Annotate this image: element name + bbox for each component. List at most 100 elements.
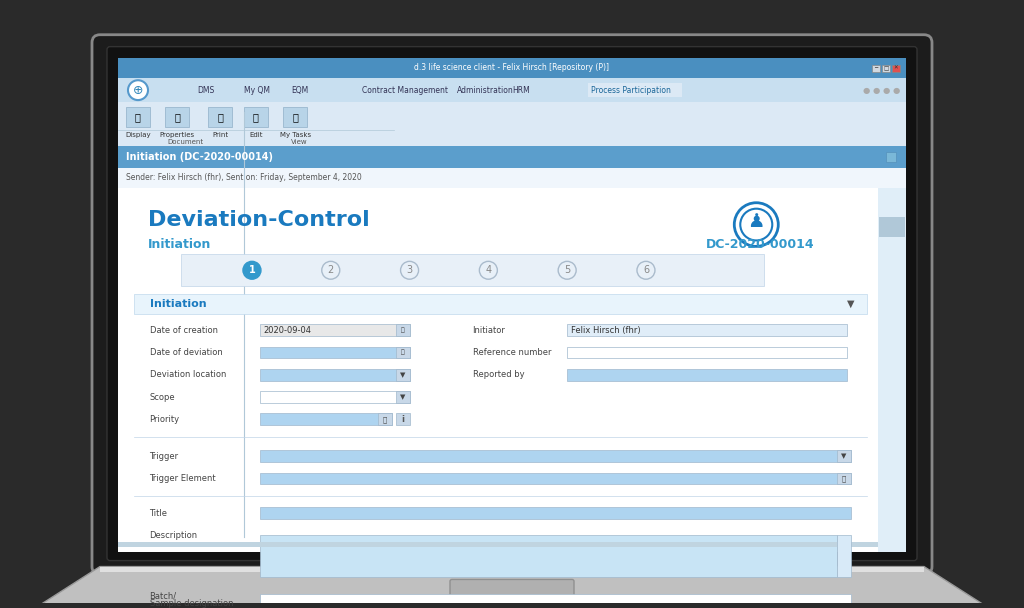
Text: i: i	[401, 415, 404, 424]
Text: □: □	[884, 66, 889, 71]
Text: ⊕: ⊕	[133, 84, 143, 97]
Text: Sample designation: Sample designation	[150, 599, 233, 608]
Text: ✕: ✕	[894, 66, 898, 71]
Bar	[118, 58, 906, 551]
Bar	[284, 107, 307, 126]
Bar	[886, 151, 896, 162]
Text: ♟: ♟	[748, 212, 765, 231]
Bar	[837, 451, 851, 462]
Bar	[880, 217, 905, 237]
Bar	[395, 391, 410, 403]
Text: DMS: DMS	[197, 86, 214, 95]
Bar	[260, 536, 837, 578]
Bar	[395, 413, 410, 425]
Circle shape	[400, 261, 419, 279]
FancyBboxPatch shape	[450, 579, 574, 601]
Text: Deviation-Control: Deviation-Control	[148, 210, 370, 230]
Bar	[181, 254, 764, 286]
Text: Date of creation: Date of creation	[150, 326, 217, 335]
Text: ▼: ▼	[847, 299, 855, 309]
Polygon shape	[100, 567, 924, 572]
Text: Initiation: Initiation	[150, 299, 206, 309]
Bar	[872, 65, 880, 72]
Bar	[567, 347, 847, 359]
Circle shape	[637, 261, 655, 279]
Text: View: View	[291, 139, 307, 145]
Bar	[260, 369, 410, 381]
Text: 4: 4	[485, 265, 492, 275]
Polygon shape	[18, 606, 1006, 608]
Text: Reference number: Reference number	[473, 348, 551, 357]
Text: 6: 6	[643, 265, 649, 275]
Bar	[837, 536, 851, 578]
Text: d.3 life science client - Felix Hirsch [Repository (P)]: d.3 life science client - Felix Hirsch […	[415, 63, 609, 72]
Bar	[260, 593, 851, 606]
Text: Reported by: Reported by	[473, 370, 524, 379]
Bar	[118, 168, 906, 187]
Text: ▼: ▼	[400, 371, 406, 378]
Bar	[118, 102, 906, 145]
Bar	[378, 413, 391, 425]
FancyBboxPatch shape	[92, 35, 932, 575]
Bar	[892, 65, 900, 72]
Circle shape	[479, 261, 498, 279]
Bar	[260, 391, 410, 403]
Text: Initiator: Initiator	[473, 326, 506, 335]
Bar	[260, 451, 851, 462]
Text: 📄: 📄	[217, 112, 223, 122]
Text: Trigger Element: Trigger Element	[150, 474, 216, 483]
Bar	[244, 107, 268, 126]
Text: ─: ─	[874, 66, 878, 71]
Text: Date of deviation: Date of deviation	[150, 348, 222, 357]
Text: Felix Hirsch (fhr): Felix Hirsch (fhr)	[571, 326, 641, 335]
Circle shape	[558, 261, 577, 279]
Bar	[260, 472, 851, 485]
Bar	[118, 187, 883, 551]
Text: ●: ●	[883, 86, 890, 95]
Text: Process Participation: Process Participation	[591, 86, 671, 95]
Bar	[395, 369, 410, 381]
Text: 2: 2	[328, 265, 334, 275]
Bar	[837, 472, 851, 485]
Text: ●: ●	[892, 86, 900, 95]
Text: 📅: 📅	[400, 328, 404, 333]
Text: Initiation (DC-2020-00014): Initiation (DC-2020-00014)	[126, 151, 273, 162]
Bar	[395, 324, 410, 336]
Bar	[567, 324, 847, 336]
Bar	[260, 347, 410, 359]
Bar	[126, 107, 150, 126]
Text: DC-2020-00014: DC-2020-00014	[707, 238, 815, 251]
Bar	[209, 107, 232, 126]
Circle shape	[322, 261, 340, 279]
Text: 5: 5	[564, 265, 570, 275]
Bar	[882, 65, 890, 72]
Text: Display: Display	[125, 131, 151, 137]
Text: ▼: ▼	[841, 454, 847, 459]
Text: Trigger: Trigger	[150, 452, 178, 461]
Text: Document: Document	[167, 139, 203, 145]
Text: EQM: EQM	[292, 86, 308, 95]
Bar	[395, 347, 410, 359]
Text: 2020-09-04: 2020-09-04	[264, 326, 312, 335]
Text: Description: Description	[150, 531, 198, 540]
Bar	[260, 507, 851, 519]
Text: 📄: 📄	[135, 112, 140, 122]
Text: Title: Title	[150, 509, 168, 517]
Bar	[260, 324, 410, 336]
Bar	[118, 58, 906, 78]
Text: Deviation location: Deviation location	[150, 370, 226, 379]
Text: 🔍: 🔍	[842, 475, 846, 482]
FancyBboxPatch shape	[106, 47, 918, 561]
Polygon shape	[38, 567, 986, 606]
Text: Properties: Properties	[160, 131, 195, 137]
Text: Administration: Administration	[457, 86, 514, 95]
Text: Priority: Priority	[150, 415, 179, 424]
Text: ▼: ▼	[400, 394, 406, 400]
Text: 🔍: 🔍	[382, 416, 387, 423]
Text: HRM: HRM	[512, 86, 529, 95]
Text: 📅: 📅	[400, 350, 404, 355]
Text: 1: 1	[249, 265, 255, 275]
Text: 📄: 📄	[253, 112, 259, 122]
Bar	[567, 369, 847, 381]
Bar	[260, 413, 391, 425]
